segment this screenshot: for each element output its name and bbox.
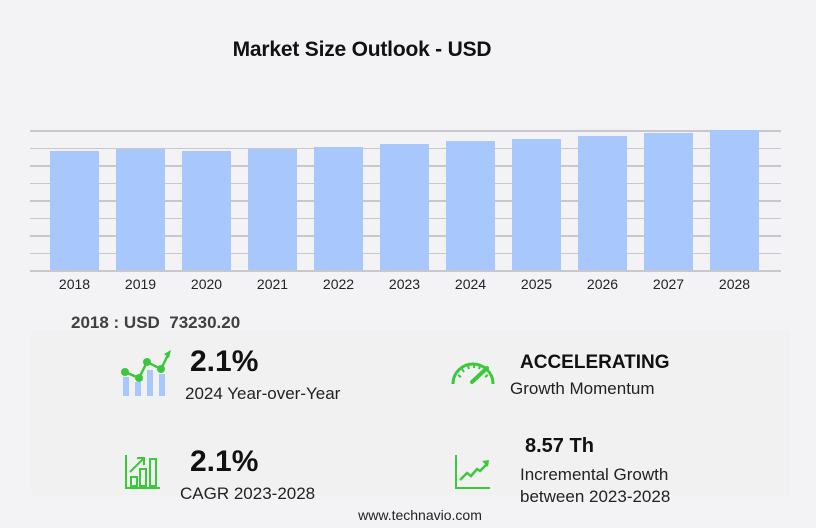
footer-url[interactable]: www.technavio.com: [358, 507, 482, 523]
bar-2018[interactable]: [50, 150, 99, 270]
x-axis-label: 2024: [454, 276, 487, 292]
x-axis-label: 2027: [652, 276, 685, 292]
x-axis-label: 2028: [718, 276, 751, 292]
bar-2028[interactable]: [710, 130, 759, 270]
x-axis-label: 2021: [256, 276, 289, 292]
trend-line-icon: [455, 455, 490, 489]
incremental-label-line2: between 2023-2028: [520, 487, 671, 506]
bar-2027[interactable]: [644, 133, 693, 270]
cagr-label: CAGR 2023-2028: [180, 484, 316, 503]
speedometer-icon: [451, 362, 495, 385]
bar-2021[interactable]: [248, 148, 297, 270]
bar-2022[interactable]: [314, 146, 363, 270]
yoy-label: 2024 Year-over-Year: [185, 384, 341, 403]
bar-chart: 2018 2019 2020 2021 2022 2023 2024 2025 2026 2027…: [30, 130, 781, 292]
chart-title: Market Size Outlook - USD: [232, 38, 492, 61]
bar-2026[interactable]: [578, 135, 627, 270]
incremental-label-line1: Incremental Growth: [520, 465, 669, 484]
cagr-value: 2.1%: [190, 445, 259, 478]
bar-chart-up-icon: [125, 455, 160, 489]
x-axis-label: 2022: [322, 276, 355, 292]
yoy-value: 2.1%: [190, 345, 259, 378]
gridline: [30, 130, 781, 132]
x-axis-label: 2023: [388, 276, 421, 292]
incremental-value: 8.57 Th: [525, 435, 594, 457]
gridline: [30, 270, 781, 272]
stats-panel: [31, 330, 790, 495]
momentum-value: ACCELERATING: [520, 352, 670, 373]
x-axis-label: 2020: [190, 276, 223, 292]
x-axis-label: 2018: [58, 276, 91, 292]
base-year-value: 2018 : USD 73230.20: [71, 313, 241, 332]
momentum-label: Growth Momentum: [510, 379, 655, 398]
bar-2020[interactable]: [182, 150, 231, 270]
x-axis-label: 2025: [520, 276, 553, 292]
bar-2024[interactable]: [446, 141, 495, 270]
growth-chart-icon: [121, 350, 171, 396]
x-axis-label: 2026: [586, 276, 619, 292]
bar-2023[interactable]: [380, 144, 429, 270]
bar-2025[interactable]: [512, 138, 561, 270]
x-axis-label: 2019: [124, 276, 157, 292]
bar-2019[interactable]: [116, 148, 165, 270]
